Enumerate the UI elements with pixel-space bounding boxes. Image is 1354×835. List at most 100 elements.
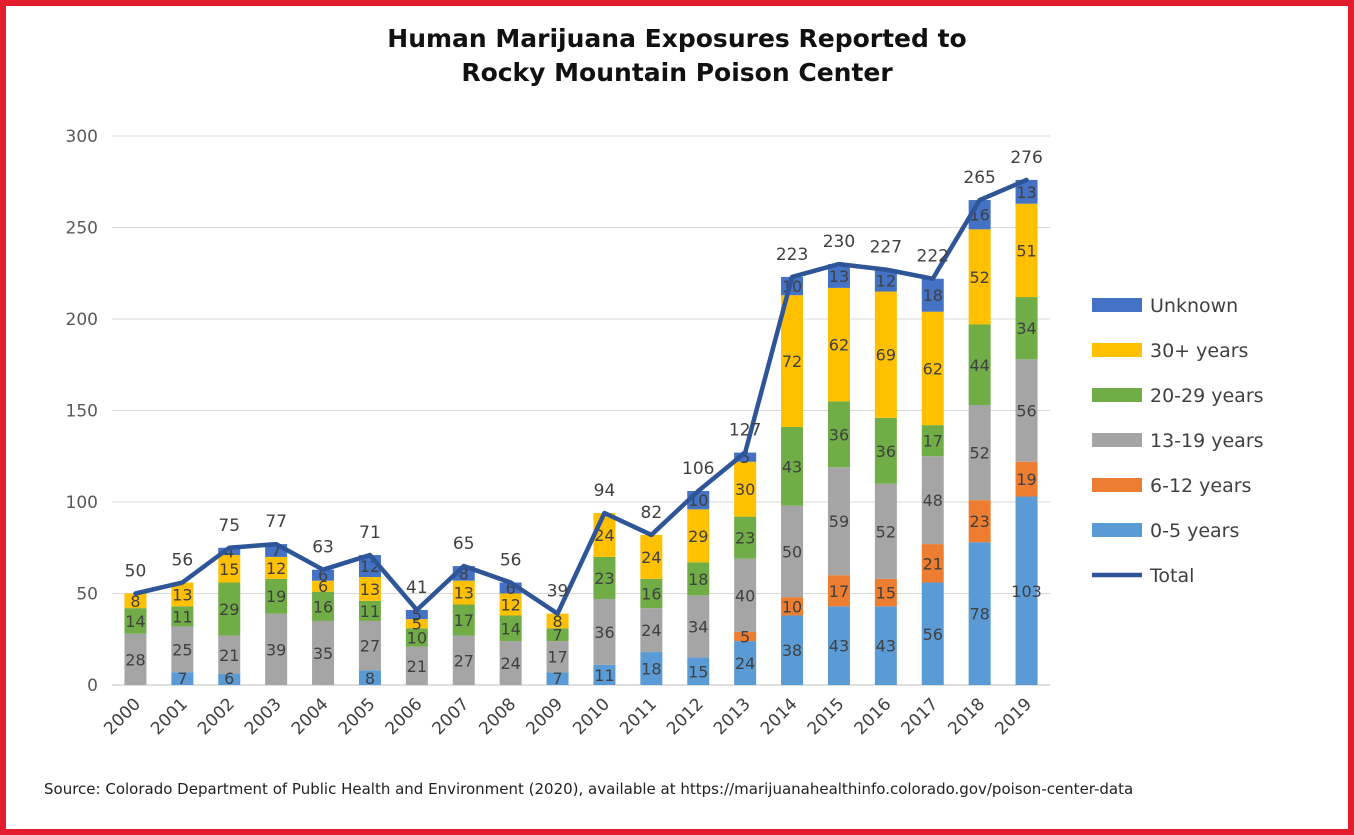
data-label-20-29-years-2015: 36 bbox=[829, 425, 849, 444]
bar-unknown-2013 bbox=[734, 452, 757, 462]
bar-30-years-2000 bbox=[124, 593, 147, 609]
bar-0-5-years-2011 bbox=[640, 652, 663, 685]
data-label-30-years-2018: 52 bbox=[969, 268, 989, 287]
bar-13-19-years-2007 bbox=[452, 635, 475, 685]
data-label-13-19-years-2015: 59 bbox=[829, 512, 849, 531]
data-label-20-29-years-2017: 17 bbox=[923, 432, 943, 451]
data-label-30-years-2019: 51 bbox=[1016, 241, 1036, 260]
x-tick-label-2000: 2000 bbox=[100, 694, 145, 739]
legend-swatch-30-years bbox=[1092, 343, 1142, 357]
bar-20-29-years-2018 bbox=[968, 324, 991, 406]
total-label-2006: 41 bbox=[406, 578, 428, 598]
data-label-20-29-years-2002: 29 bbox=[219, 600, 239, 619]
data-label-unknown-2004: 6 bbox=[318, 566, 328, 585]
bar-30-years-2016 bbox=[874, 291, 897, 418]
total-label-2016: 227 bbox=[870, 238, 902, 258]
bar-20-29-years-2005 bbox=[358, 600, 381, 621]
bar-30-years-2009 bbox=[546, 613, 569, 629]
legend-label-0-5-years: 0-5 years bbox=[1150, 520, 1239, 542]
data-label-0-5-years-2002: 6 bbox=[224, 669, 234, 688]
total-label-2014: 223 bbox=[776, 245, 808, 265]
bar-stacks bbox=[124, 179, 1038, 685]
data-label-20-29-years-2005: 11 bbox=[360, 602, 380, 621]
total-label-2017: 222 bbox=[917, 247, 949, 267]
legend-swatch-13-19-years bbox=[1092, 433, 1142, 447]
bar-13-19-years-2003 bbox=[265, 613, 288, 685]
data-label-0-5-years-2016: 43 bbox=[876, 637, 896, 656]
data-label-13-19-years-2018: 52 bbox=[969, 444, 989, 463]
bar-13-19-years-2014 bbox=[781, 505, 804, 598]
bar-13-19-years-2008 bbox=[499, 641, 522, 685]
data-label-unknown-2017: 18 bbox=[923, 286, 943, 305]
x-tick-label-2012: 2012 bbox=[663, 694, 708, 739]
bar-30-years-2017 bbox=[921, 311, 944, 426]
bar-30-years-2002 bbox=[218, 555, 241, 583]
total-line bbox=[133, 177, 1029, 616]
x-tick-label-2007: 2007 bbox=[429, 694, 474, 739]
bar-30-years-2005 bbox=[358, 577, 381, 601]
bar-20-29-years-2012 bbox=[687, 562, 710, 596]
bar-unknown-2004 bbox=[312, 569, 335, 581]
data-label-unknown-2016: 12 bbox=[876, 272, 896, 291]
data-label-20-29-years-2008: 14 bbox=[500, 619, 520, 638]
data-label-unknown-2003: 7 bbox=[271, 541, 281, 560]
data-label-unknown-2002: 4 bbox=[224, 542, 234, 561]
x-tick-label-2006: 2006 bbox=[382, 694, 427, 739]
bar-0-5-years-2005 bbox=[358, 670, 381, 685]
total-label-2011: 82 bbox=[641, 503, 663, 523]
bar-20-29-years-2013 bbox=[734, 516, 757, 559]
legend-label-total: Total bbox=[1149, 565, 1194, 587]
data-label-30-years-2009: 8 bbox=[552, 612, 562, 631]
legend-label-20-29-years: 20-29 years bbox=[1150, 385, 1264, 407]
bar-20-29-years-2019 bbox=[1015, 297, 1038, 360]
bar-20-29-years-2010 bbox=[593, 556, 616, 599]
data-label-30-years-2008: 12 bbox=[500, 595, 520, 614]
data-label-0-5-years-2005: 8 bbox=[365, 669, 375, 688]
y-tick-label-250: 250 bbox=[66, 219, 98, 239]
total-label-2015: 230 bbox=[823, 232, 855, 252]
bar-30-years-2001 bbox=[171, 582, 194, 607]
total-series-line bbox=[133, 177, 1029, 616]
data-label-13-19-years-2013: 40 bbox=[735, 586, 755, 605]
bar-13-19-years-2019 bbox=[1015, 359, 1038, 462]
y-tick-label-200: 200 bbox=[66, 310, 98, 330]
total-label-2019: 276 bbox=[1010, 148, 1042, 168]
legend-label-30-years: 30+ years bbox=[1150, 340, 1248, 362]
data-label-30-years-2006: 5 bbox=[412, 615, 422, 634]
bar-30-years-2008 bbox=[499, 593, 522, 616]
bar-30-years-2015 bbox=[827, 287, 850, 402]
data-label-30-years-2000: 8 bbox=[130, 592, 140, 611]
legend-label-unknown: Unknown bbox=[1150, 295, 1238, 317]
data-label-20-29-years-2009: 7 bbox=[552, 626, 562, 645]
bar-13-19-years-2006 bbox=[405, 646, 428, 685]
data-label-0-5-years-2011: 18 bbox=[641, 660, 661, 679]
bar-0-5-years-2012 bbox=[687, 657, 710, 685]
data-label-13-19-years-2007: 27 bbox=[454, 651, 474, 670]
bar-0-5-years-2010 bbox=[593, 664, 616, 685]
bar-20-29-years-2007 bbox=[452, 604, 475, 636]
legend-swatch-unknown bbox=[1092, 298, 1142, 312]
x-tick-label-2003: 2003 bbox=[241, 694, 286, 739]
bar-20-29-years-2006 bbox=[405, 628, 428, 647]
bar-13-19-years-2013 bbox=[734, 558, 757, 632]
bar-0-5-years-2019 bbox=[1015, 496, 1038, 685]
bar-unknown-2019 bbox=[1015, 179, 1038, 204]
data-label-13-19-years-2014: 50 bbox=[782, 542, 802, 561]
data-label-30-years-2013: 30 bbox=[735, 480, 755, 499]
x-tick-label-2016: 2016 bbox=[851, 694, 896, 739]
bar-6-12-years-2019 bbox=[1015, 461, 1038, 497]
legend-label-13-19-years: 13-19 years bbox=[1150, 430, 1264, 452]
bar-13-19-years-2011 bbox=[640, 608, 663, 653]
data-label-0-5-years-2018: 78 bbox=[969, 605, 989, 624]
data-label-13-19-years-2004: 35 bbox=[313, 644, 333, 663]
x-tick-label-2009: 2009 bbox=[522, 694, 567, 739]
data-label-unknown-2015: 13 bbox=[829, 267, 849, 286]
total-label-2001: 56 bbox=[172, 551, 194, 571]
bar-unknown-2017 bbox=[921, 278, 944, 312]
bar-0-5-years-2009 bbox=[546, 672, 569, 685]
bar-30-years-2006 bbox=[405, 619, 428, 629]
data-label-6-12-years-2013: 5 bbox=[740, 628, 750, 647]
bar-6-12-years-2016 bbox=[874, 578, 897, 607]
